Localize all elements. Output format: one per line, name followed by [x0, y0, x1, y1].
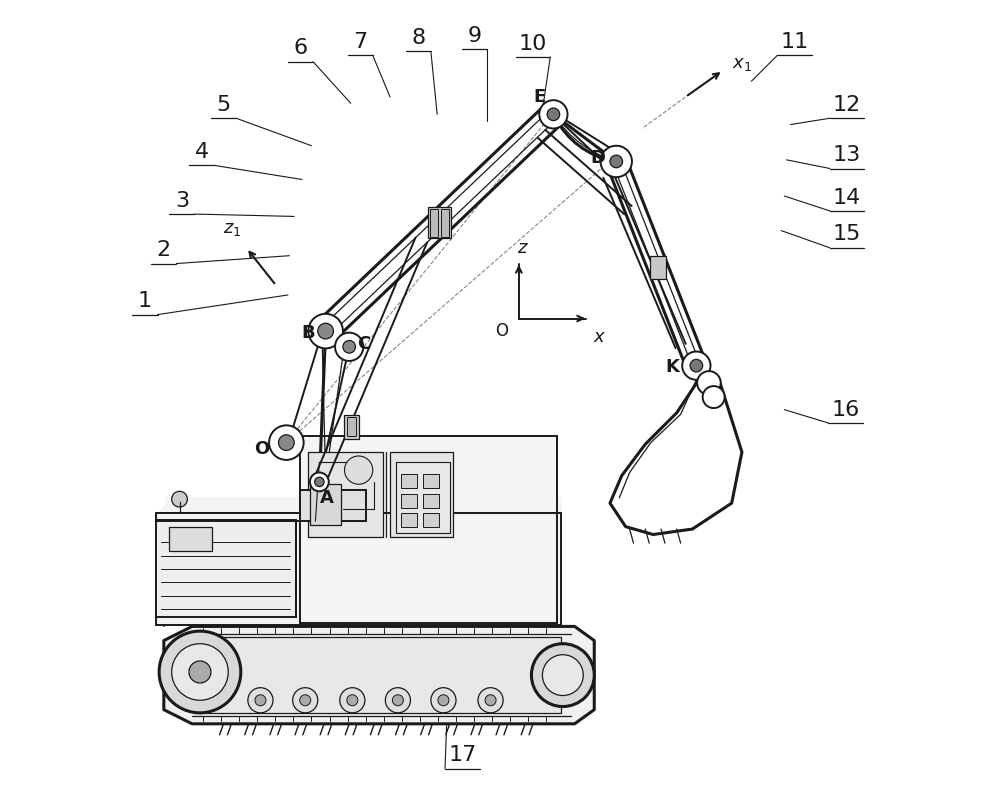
Circle shape: [172, 644, 228, 700]
Text: 1: 1: [138, 291, 152, 311]
Text: C: C: [357, 335, 371, 354]
Bar: [347, 418, 356, 437]
Polygon shape: [156, 498, 561, 625]
Circle shape: [542, 655, 583, 695]
Text: 16: 16: [831, 399, 860, 420]
Circle shape: [255, 694, 266, 706]
Text: 3: 3: [175, 191, 189, 210]
Circle shape: [279, 435, 294, 451]
Circle shape: [690, 359, 703, 372]
Circle shape: [531, 644, 594, 706]
Bar: [428, 207, 451, 238]
Text: 5: 5: [216, 95, 231, 115]
Text: 14: 14: [833, 187, 861, 207]
Circle shape: [610, 155, 623, 168]
Text: 8: 8: [411, 28, 425, 48]
Circle shape: [343, 340, 355, 353]
Bar: [310, 484, 341, 525]
Bar: [423, 474, 439, 488]
Circle shape: [547, 108, 560, 120]
Bar: [194, 638, 561, 713]
Text: O: O: [495, 323, 508, 340]
Bar: [650, 255, 666, 279]
Text: E: E: [533, 88, 545, 106]
Circle shape: [335, 333, 363, 361]
Circle shape: [392, 694, 403, 706]
Text: O: O: [254, 440, 270, 458]
Text: $z_1$: $z_1$: [223, 221, 241, 238]
Text: 2: 2: [157, 240, 171, 260]
Circle shape: [315, 477, 324, 486]
Circle shape: [308, 314, 343, 348]
Text: 17: 17: [448, 745, 476, 765]
Bar: [396, 462, 450, 533]
Text: 4: 4: [194, 142, 209, 162]
Polygon shape: [164, 626, 594, 724]
Circle shape: [682, 351, 710, 380]
Circle shape: [189, 661, 211, 683]
Bar: [308, 452, 383, 537]
Bar: [401, 494, 417, 508]
Bar: [390, 452, 453, 537]
Text: z: z: [517, 239, 527, 257]
Circle shape: [300, 694, 311, 706]
Circle shape: [248, 687, 273, 713]
Bar: [156, 520, 296, 617]
Circle shape: [159, 631, 241, 713]
Circle shape: [431, 687, 456, 713]
Text: x: x: [593, 328, 604, 346]
Text: 11: 11: [780, 32, 809, 52]
Circle shape: [344, 456, 373, 484]
Circle shape: [478, 687, 503, 713]
Circle shape: [293, 687, 318, 713]
Circle shape: [697, 371, 721, 395]
Text: D: D: [590, 149, 605, 167]
Circle shape: [703, 386, 725, 408]
Bar: [300, 490, 366, 521]
Circle shape: [172, 491, 187, 507]
Circle shape: [385, 687, 410, 713]
Bar: [401, 513, 417, 528]
Bar: [169, 528, 212, 551]
Circle shape: [318, 324, 333, 339]
Bar: [441, 209, 449, 237]
Text: 13: 13: [833, 146, 861, 165]
Text: 7: 7: [353, 32, 367, 52]
Text: K: K: [666, 358, 680, 377]
Bar: [423, 494, 439, 508]
Text: A: A: [320, 489, 334, 506]
Circle shape: [438, 694, 449, 706]
Circle shape: [269, 426, 304, 460]
Text: 10: 10: [519, 34, 547, 54]
Circle shape: [347, 694, 358, 706]
Circle shape: [485, 694, 496, 706]
Bar: [423, 513, 439, 528]
Bar: [401, 474, 417, 488]
Text: 15: 15: [833, 225, 861, 244]
Bar: [344, 415, 359, 439]
Text: 6: 6: [293, 38, 308, 59]
Text: 12: 12: [833, 95, 861, 115]
Polygon shape: [300, 437, 557, 623]
Circle shape: [340, 687, 365, 713]
Circle shape: [601, 146, 632, 177]
Text: B: B: [302, 324, 315, 342]
Circle shape: [310, 472, 329, 491]
Circle shape: [539, 100, 568, 128]
Text: $x_1$: $x_1$: [732, 55, 752, 73]
Bar: [430, 209, 438, 237]
Text: 9: 9: [468, 26, 482, 46]
